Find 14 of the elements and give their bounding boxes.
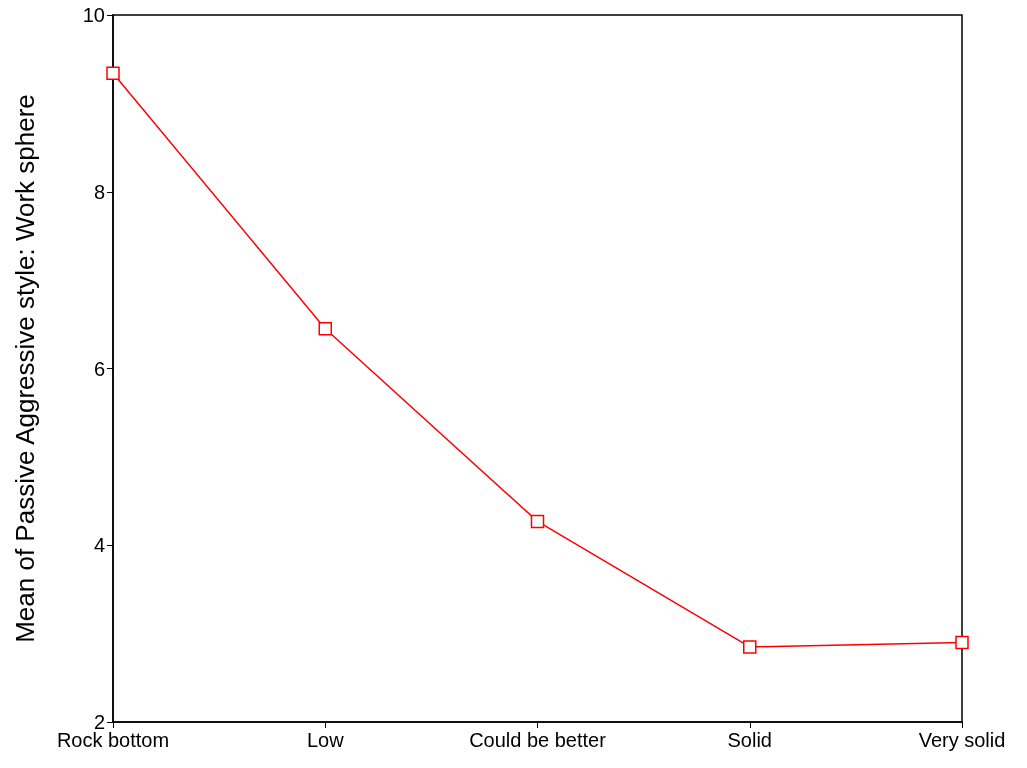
y-tick-label: 4 [93, 534, 105, 557]
x-tick-label: Low [306, 729, 345, 751]
point [743, 640, 757, 654]
y-tick-label: 8 [93, 180, 105, 203]
x-tick-label: Solid [727, 729, 772, 751]
y-tick-label: 10 [82, 4, 105, 26]
x-tick-label: Could be better [469, 729, 607, 751]
point [530, 514, 545, 529]
point [318, 321, 332, 336]
point [955, 635, 969, 650]
y-axis-title: Mean of Passive Aggressive style: Work sphere [10, 94, 40, 643]
x-tick-label: Very solid [918, 729, 1006, 751]
y-tick-label: 6 [93, 357, 105, 380]
point [106, 66, 120, 81]
